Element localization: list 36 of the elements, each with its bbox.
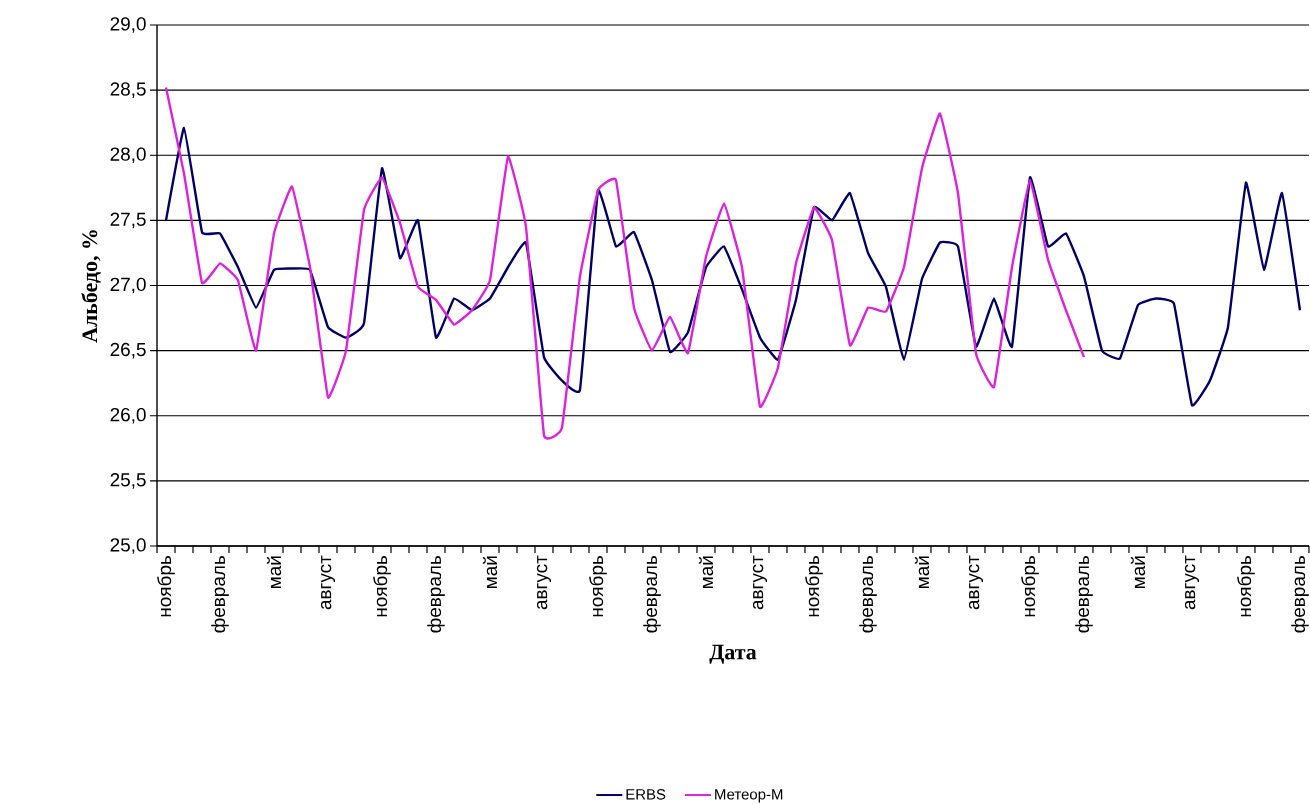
y-tick-label: 28,0 — [110, 147, 146, 164]
x-tick-label: февраль — [1075, 556, 1093, 633]
x-tick-label: май — [698, 556, 714, 588]
x-tick-label: ноябрь — [1237, 555, 1255, 617]
y-tick-label: 28,5 — [110, 82, 146, 98]
y-tick-label: 27,0 — [110, 277, 146, 294]
x-tick-label: май — [482, 556, 498, 588]
x-tick-label: май — [266, 556, 282, 588]
legend-label: ERBS — [626, 789, 666, 800]
x-tick-label: ноябрь — [1021, 555, 1039, 617]
x-tick-label: август — [1184, 555, 1200, 610]
x-tick-label: февраль — [427, 556, 445, 633]
x-tick-label: ноябрь — [157, 555, 175, 617]
x-tick-label: февраль — [859, 556, 877, 633]
x-tick-label: август — [752, 555, 768, 610]
x-tick-label: май — [1130, 556, 1146, 588]
y-tick-label: 29,0 — [110, 17, 146, 33]
y-tick-label: 26,5 — [110, 342, 146, 359]
line-series — [164, 126, 1302, 407]
x-tick-label: август — [536, 555, 552, 610]
x-tick-label: ноябрь — [589, 555, 607, 617]
x-axis-title: Дата — [709, 644, 757, 664]
x-tick-label: август — [968, 555, 984, 610]
legend-label: Метеор-М — [715, 789, 783, 803]
x-tick-label: февраль — [643, 556, 661, 633]
x-tick-label: август — [320, 555, 336, 610]
y-axis-title: Альбедо, % — [81, 230, 101, 343]
x-tick-label: февраль — [211, 556, 229, 633]
x-tick-label: февраль — [1291, 556, 1309, 633]
x-tick-label: май — [914, 556, 930, 588]
y-tick-label: 27,5 — [110, 212, 146, 229]
x-tick-label: ноябрь — [805, 555, 823, 617]
y-tick-label: 25,5 — [110, 473, 146, 489]
y-tick-label: 26,0 — [110, 407, 146, 424]
x-tick-label: ноябрь — [373, 555, 391, 617]
y-tick-label: 25,0 — [110, 538, 146, 554]
